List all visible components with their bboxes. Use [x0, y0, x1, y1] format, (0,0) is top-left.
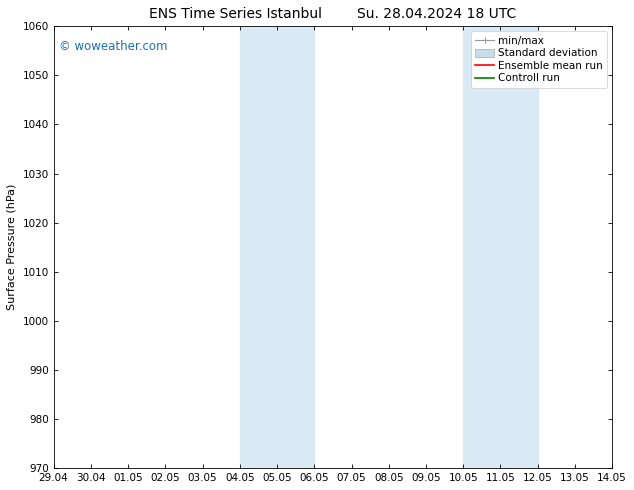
Bar: [463, 26, 538, 468]
Bar: [240, 26, 314, 468]
Text: © woweather.com: © woweather.com: [59, 40, 168, 52]
Y-axis label: Surface Pressure (hPa): Surface Pressure (hPa): [7, 184, 17, 311]
Title: ENS Time Series Istanbul        Su. 28.04.2024 18 UTC: ENS Time Series Istanbul Su. 28.04.2024 …: [149, 7, 517, 21]
Legend: min/max, Standard deviation, Ensemble mean run, Controll run: min/max, Standard deviation, Ensemble me…: [471, 31, 607, 88]
